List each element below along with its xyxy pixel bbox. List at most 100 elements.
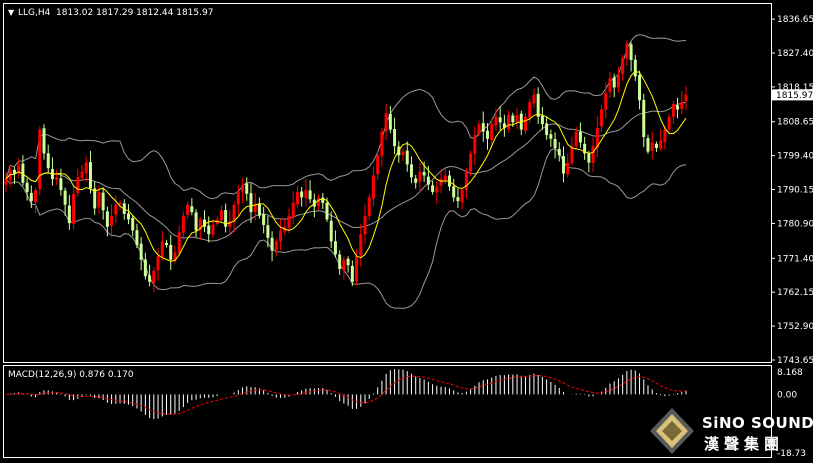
candle bbox=[194, 209, 198, 238]
candle-body bbox=[426, 176, 430, 185]
price-tick-label: 1762.15 bbox=[777, 288, 813, 298]
candle-body bbox=[562, 156, 566, 174]
candle bbox=[490, 118, 494, 149]
candle-body bbox=[249, 193, 253, 213]
candle bbox=[671, 100, 675, 124]
candle-body bbox=[507, 114, 511, 130]
candle bbox=[524, 113, 528, 135]
bollinger-middle-line bbox=[5, 101, 687, 242]
candle-body bbox=[545, 123, 549, 136]
candle bbox=[329, 211, 333, 248]
candle-body bbox=[110, 215, 114, 226]
current-price-tag: 1815.97 bbox=[772, 89, 813, 101]
candle-body bbox=[72, 193, 76, 224]
candle-body bbox=[481, 123, 485, 132]
candle bbox=[21, 155, 25, 186]
candle-body bbox=[667, 116, 671, 130]
candle-body bbox=[456, 197, 460, 202]
candle-body bbox=[346, 258, 350, 266]
candle-body bbox=[274, 241, 278, 250]
candle-body bbox=[29, 192, 33, 202]
candle bbox=[249, 183, 253, 224]
candle bbox=[388, 106, 392, 134]
candle bbox=[642, 93, 646, 148]
candle bbox=[110, 204, 114, 237]
candle bbox=[304, 179, 308, 206]
candle-body bbox=[55, 177, 59, 180]
candle bbox=[80, 165, 84, 182]
candle-body bbox=[477, 124, 481, 135]
candle-body bbox=[105, 211, 109, 227]
candle bbox=[359, 223, 363, 267]
candle bbox=[46, 144, 50, 173]
candle-body bbox=[612, 77, 616, 88]
ma-line bbox=[5, 70, 687, 262]
candle-body bbox=[621, 58, 625, 75]
candle bbox=[152, 267, 156, 293]
candle-body bbox=[431, 185, 435, 192]
candle bbox=[604, 82, 608, 119]
candle-body bbox=[393, 129, 397, 147]
candle-body bbox=[207, 225, 211, 235]
candle bbox=[308, 180, 312, 204]
candle-body bbox=[359, 234, 363, 256]
price-tick-label: 1836.65 bbox=[777, 15, 813, 25]
macd-tick-label: 0.00 bbox=[777, 390, 797, 400]
candle bbox=[498, 106, 502, 131]
candle-body bbox=[198, 219, 202, 231]
candle-body bbox=[384, 113, 388, 132]
candle-body bbox=[308, 190, 312, 200]
price-tick-label: 1827.40 bbox=[777, 49, 813, 59]
candle bbox=[595, 116, 599, 158]
candle-body bbox=[245, 183, 249, 194]
candle bbox=[236, 184, 240, 216]
candle-body bbox=[532, 94, 536, 104]
candle-body bbox=[84, 162, 88, 174]
candle bbox=[485, 123, 489, 150]
candle bbox=[676, 97, 680, 119]
price-tick-label: 1808.65 bbox=[777, 118, 813, 128]
candle bbox=[646, 134, 650, 154]
candle-body bbox=[114, 204, 118, 215]
header-arrow-icon: ▼ bbox=[8, 8, 15, 17]
candle-body bbox=[59, 178, 63, 191]
candle bbox=[393, 117, 397, 155]
candle bbox=[312, 193, 316, 218]
candle bbox=[515, 107, 519, 130]
candle-body bbox=[236, 191, 240, 205]
candle bbox=[342, 256, 346, 280]
candle-body bbox=[350, 265, 354, 282]
candle bbox=[654, 141, 658, 152]
candle bbox=[435, 180, 439, 204]
price-tick-label: 1771.40 bbox=[777, 254, 813, 264]
candle-body bbox=[329, 220, 333, 242]
candle-body bbox=[203, 219, 207, 227]
candle bbox=[346, 256, 350, 273]
bollinger-upper-line bbox=[5, 34, 687, 200]
candle bbox=[625, 40, 629, 66]
candle bbox=[101, 188, 105, 220]
logo-text-cn: 漢聲集團 bbox=[704, 435, 784, 453]
candle-body bbox=[625, 43, 629, 59]
candle-body bbox=[435, 186, 439, 193]
candle-body bbox=[160, 241, 164, 257]
price-tick-label: 1799.40 bbox=[777, 152, 813, 162]
candle-body bbox=[262, 214, 266, 225]
candle-body bbox=[12, 169, 16, 174]
candle-body bbox=[452, 186, 456, 198]
candle bbox=[566, 153, 570, 178]
candle bbox=[447, 170, 451, 191]
candle bbox=[84, 156, 88, 182]
candle bbox=[608, 72, 612, 98]
candle bbox=[536, 87, 540, 124]
candle bbox=[583, 136, 587, 160]
candle-body bbox=[228, 221, 232, 227]
candle-body bbox=[17, 164, 21, 174]
candle bbox=[363, 204, 367, 245]
candle-body bbox=[380, 131, 384, 156]
candle bbox=[143, 252, 147, 280]
candle-body bbox=[139, 243, 143, 260]
logo-diamond-icon bbox=[650, 408, 694, 454]
candle bbox=[650, 131, 654, 160]
